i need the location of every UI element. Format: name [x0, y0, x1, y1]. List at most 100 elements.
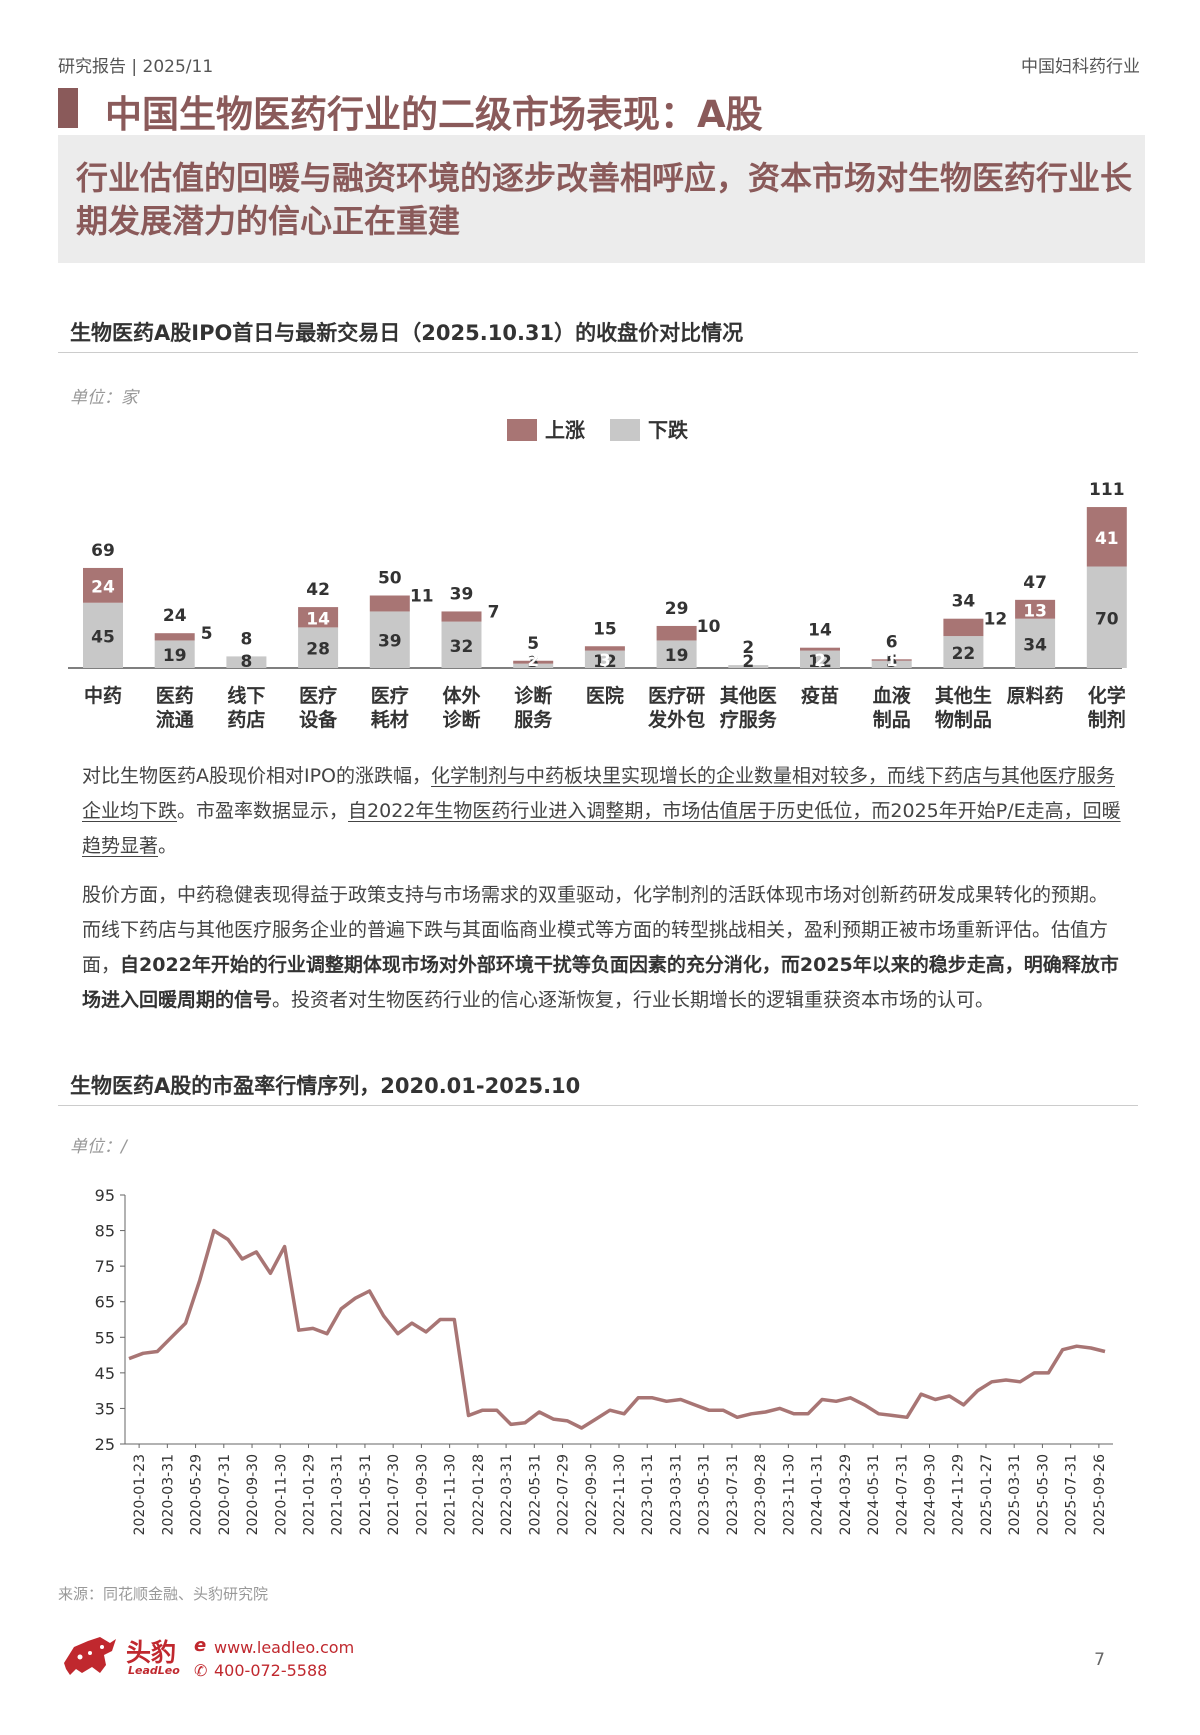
- bar-rise: [369, 595, 410, 612]
- x-tick-label: 2020-01-23: [132, 1454, 148, 1535]
- x-tick-label: 2020-03-31: [160, 1454, 176, 1535]
- bar-category-label: 设备: [299, 708, 338, 731]
- x-tick-label: 2020-07-31: [217, 1454, 233, 1535]
- bar-rise-value: 2: [527, 651, 539, 671]
- y-tick-label: 85: [95, 1222, 115, 1241]
- bar-total-value: 29: [665, 599, 689, 619]
- x-tick-label: 2022-03-31: [499, 1454, 515, 1535]
- bar-rise-value: 24: [91, 577, 115, 597]
- website-link[interactable]: www.leadleo.com: [214, 1638, 355, 1657]
- bar-rise: [513, 660, 554, 664]
- bar-fall-value: 8: [240, 652, 252, 672]
- bar-total-value: 24: [163, 606, 187, 626]
- line-chart-unit: 单位：/: [70, 1137, 127, 1157]
- bar-fall: [298, 627, 339, 668]
- title-accent-bar: [58, 88, 78, 128]
- bar-fall-value: 70: [1095, 609, 1119, 629]
- bar-rise-value: 10: [697, 617, 721, 637]
- y-tick-label: 75: [95, 1257, 115, 1276]
- x-tick-label: 2024-11-29: [951, 1454, 967, 1535]
- bar-rise: [1015, 599, 1056, 619]
- leopard-logo-icon: [64, 1637, 116, 1675]
- bar-fall: [584, 650, 625, 668]
- y-tick-label: 65: [95, 1293, 115, 1312]
- bar-category-label: 诊断: [442, 708, 480, 731]
- legend-swatch-rise: [507, 419, 537, 441]
- bar-fall: [656, 640, 697, 668]
- x-tick-label: 2024-03-29: [838, 1454, 854, 1535]
- bar-category-label: 医疗: [299, 684, 337, 707]
- bar-rise: [871, 659, 912, 661]
- phone-number: 400-072-5588: [214, 1661, 328, 1680]
- x-tick-label: 2022-09-30: [584, 1454, 600, 1535]
- bar-fall: [728, 665, 769, 668]
- bar-category-label: 服务: [514, 708, 553, 731]
- x-tick-label: 2023-07-31: [725, 1454, 741, 1535]
- x-tick-label: 2025-07-31: [1064, 1454, 1080, 1535]
- bar-total-value: 42: [306, 580, 330, 600]
- bar-fall: [943, 636, 984, 668]
- page-title: 中国生物医药行业的二级市场表现：A股: [105, 93, 763, 136]
- x-tick-label: 2024-07-31: [894, 1454, 910, 1535]
- bar-category-label: 化学: [1088, 684, 1126, 707]
- section-divider-2: [58, 1105, 1138, 1106]
- y-tick-label: 35: [95, 1399, 115, 1418]
- bar-rise: [800, 647, 840, 651]
- y-tick-label: 55: [95, 1328, 115, 1347]
- bar-total-value: 6: [886, 632, 898, 652]
- bar-fall-value: 3: [527, 652, 539, 672]
- x-tick-label: 2020-11-30: [273, 1454, 289, 1535]
- bar-total-value: 15: [593, 619, 617, 639]
- legend-swatch-fall: [610, 419, 640, 441]
- bar-rise: [943, 618, 984, 637]
- bar-fall-value: 12: [593, 652, 617, 672]
- bar-total-value: 69: [91, 541, 115, 561]
- paragraph-1: 对比生物医药A股现价相对IPO的涨跌幅，化学制剂与中药板块里实现增长的企业数量相…: [82, 759, 1124, 864]
- bar-fall-value: 5: [886, 652, 898, 672]
- bar-total-value: 50: [378, 569, 402, 589]
- bar-rise: [298, 607, 339, 628]
- x-tick-label: 2020-05-29: [189, 1454, 205, 1535]
- x-tick-label: 2023-05-31: [697, 1454, 713, 1535]
- bar-fall: [226, 656, 267, 668]
- legend-label-rise: 上涨: [545, 418, 585, 442]
- x-tick-label: 2022-05-31: [527, 1454, 543, 1535]
- bar-fall-value: 39: [378, 632, 402, 652]
- x-tick-label: 2021-01-29: [301, 1454, 317, 1535]
- bar-rise-value: 1: [886, 651, 898, 671]
- bar-category-label: 血液: [873, 684, 912, 707]
- paragraph-2: 股价方面，中药稳健表现得益于政策支持与市场需求的双重驱动，化学制剂的活跃体现市场…: [82, 878, 1124, 1018]
- x-tick-label: 2023-01-31: [640, 1454, 656, 1535]
- bar-total-value: 111: [1089, 480, 1125, 500]
- bar-category-label: 制品: [873, 708, 911, 731]
- bar-total-value: 14: [808, 621, 832, 641]
- source-note: 来源：同花顺金融、头豹研究院: [58, 1585, 269, 1603]
- bar-fall-value: 12: [808, 652, 832, 672]
- bar-category-label: 制剂: [1088, 708, 1126, 731]
- bar-fall: [1086, 566, 1127, 668]
- bar-category-label: 体外: [442, 684, 480, 707]
- bar-total-value: 39: [450, 584, 474, 604]
- bar-fall-value: 32: [450, 637, 474, 657]
- bar-category-label: 物制品: [935, 708, 992, 731]
- bar-rise-value: 7: [488, 602, 500, 622]
- bar-rise: [154, 633, 195, 641]
- bar-category-label: 疫苗: [801, 684, 839, 707]
- bar-chart-unit: 单位：家: [70, 388, 138, 408]
- x-tick-label: 2023-03-31: [668, 1454, 684, 1535]
- x-tick-label: 2025-09-26: [1092, 1454, 1108, 1535]
- bar-rise-value: 41: [1095, 529, 1119, 549]
- phone-icon: ✆: [194, 1661, 208, 1680]
- bar-category-label: 医疗: [371, 684, 409, 707]
- bar-fall: [1015, 618, 1056, 668]
- bar-category-label: 原料药: [1007, 684, 1064, 707]
- line-chart-title: 生物医药A股的市盈率行情序列，2020.01-2025.10: [70, 1074, 581, 1098]
- bar-fall-value: 34: [1023, 635, 1047, 655]
- bar-fall: [871, 660, 912, 668]
- bar-category-label: 其他医: [720, 684, 777, 707]
- y-tick-label: 45: [95, 1364, 115, 1383]
- bar-fall: [800, 650, 840, 668]
- bar-rise: [83, 567, 123, 603]
- y-tick-label: 95: [95, 1186, 115, 1205]
